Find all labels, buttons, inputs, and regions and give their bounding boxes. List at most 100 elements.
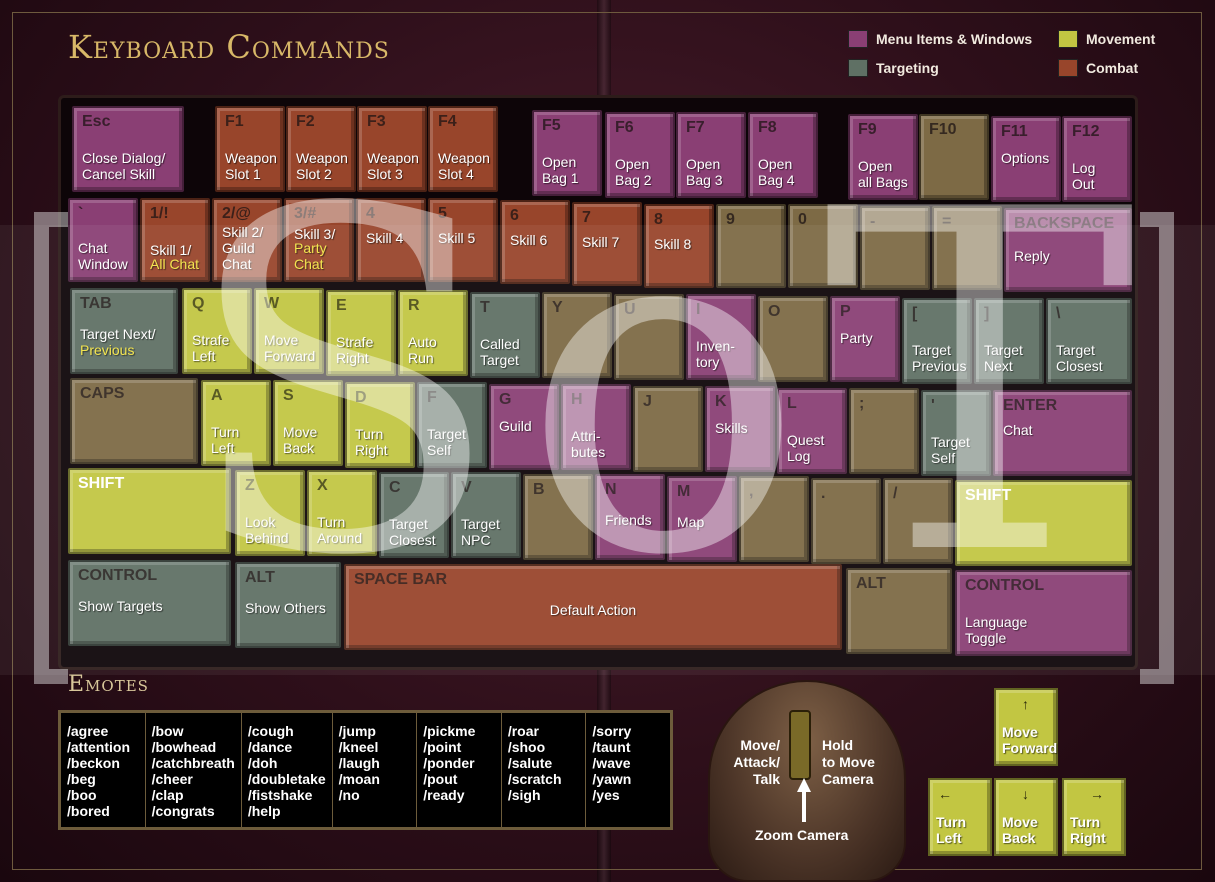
key-e: E Strafe Right	[326, 290, 396, 376]
key-right-alt: ALT	[846, 568, 952, 654]
key-legend: F3	[367, 113, 386, 130]
legend-combat: Combat	[1058, 59, 1138, 77]
mouse-wheel-label: Zoom Camera	[755, 827, 849, 843]
emote-column: /agree /attention /beckon /beg /boo /bor…	[61, 713, 146, 827]
key-label: Close Dialog/ Cancel Skill	[82, 150, 166, 182]
legend-swatch	[1058, 30, 1078, 48]
emote-item: /bored	[67, 803, 110, 819]
legend-swatch	[848, 59, 868, 77]
key-legend: R	[408, 297, 420, 314]
emotes-table: /agree /attention /beckon /beg /boo /bor…	[58, 710, 673, 830]
key-period: .	[811, 478, 881, 564]
key-label: Target Closest	[389, 516, 436, 548]
key-legend: ]	[984, 305, 990, 322]
emote-item: /beckon	[67, 755, 120, 771]
key-legend: B	[533, 481, 545, 498]
color-legend: Menu Items & Windows Movement Targeting …	[846, 30, 1186, 90]
key-0: 0	[788, 204, 858, 288]
key-legend: 3/#	[294, 205, 317, 222]
key-label: Open Bag 3	[686, 156, 723, 188]
key-f7: F7 Open Bag 3	[676, 112, 746, 198]
key-k: K Skills	[705, 386, 775, 472]
emote-column: /sorry /taunt /wave /yawn /yes	[586, 713, 670, 827]
emote-item: /fistshake	[247, 787, 313, 803]
key-legend: 6	[510, 207, 519, 224]
arrow-key-label: Turn Right	[1070, 814, 1106, 846]
key-label: Skill 5	[438, 230, 476, 246]
key-quote: ' Target Self	[921, 390, 991, 476]
key-j: J	[633, 386, 703, 472]
key-m: M Map	[667, 476, 737, 562]
arrow-up-icon: ↑	[1022, 696, 1029, 712]
emote-item: /ready	[423, 787, 465, 803]
key-label: Skill 1/	[150, 242, 204, 258]
emote-item: /point	[423, 739, 462, 755]
key-label: Open Bag 2	[615, 156, 652, 188]
key-9: 9	[716, 204, 786, 288]
arrow-key-label: Move Forward	[1002, 724, 1058, 756]
key-c: C Target Closest	[379, 472, 449, 558]
key-label: Options	[1001, 150, 1050, 166]
key-legend: ALT	[245, 569, 275, 586]
key-legend: J	[643, 393, 652, 410]
key-legend: D	[355, 389, 367, 406]
legend-label: Combat	[1086, 60, 1139, 76]
key-7: 7 Skill 7	[572, 202, 642, 286]
emote-item: /kneel	[338, 739, 379, 755]
key-legend: '	[931, 397, 935, 414]
arrow-key-down: ↓ Move Back	[994, 778, 1058, 856]
emote-item: /agree	[67, 723, 109, 739]
key-legend: 1/!	[150, 205, 169, 222]
key-f3: F3 Weapon Slot 3	[357, 106, 427, 192]
legend-swatch	[848, 30, 868, 48]
emote-item: /scratch	[507, 771, 562, 787]
key-f1: F1 Weapon Slot 1	[215, 106, 285, 192]
key-backslash: \ Target Closest	[1046, 298, 1132, 384]
emote-item: /bowhead	[151, 739, 217, 755]
key-label: Move Back	[283, 424, 318, 456]
key-legend: ;	[859, 395, 865, 412]
key-legend: ENTER	[1003, 397, 1058, 414]
key-label: Skill 4	[366, 230, 404, 246]
emote-item: /pout	[423, 771, 458, 787]
legend-swatch	[1058, 59, 1078, 77]
key-legend: E	[336, 297, 347, 314]
key-u: U	[614, 294, 684, 380]
key-label: Default Action	[549, 602, 637, 618]
key-backspace: BACKSPACE Reply	[1004, 208, 1132, 292]
emote-item: /salute	[507, 755, 553, 771]
key-label: Reply	[1014, 248, 1050, 264]
key-legend: Q	[192, 295, 205, 312]
key-legend: F10	[929, 121, 957, 138]
key-f5: F5 Open Bag 1	[532, 110, 602, 196]
key-enter: ENTER Chat	[993, 390, 1132, 476]
emote-item: /roar	[507, 723, 539, 739]
key-label: Weapon Slot 3	[367, 150, 419, 182]
key-label-alt: Previous	[80, 342, 135, 358]
key-s: S Move Back	[273, 380, 343, 466]
key-label: Look Behind	[245, 514, 289, 546]
key-legend: 4	[366, 205, 375, 222]
key-legend: \	[1056, 305, 1061, 322]
key-right-shift: SHIFT	[955, 480, 1132, 566]
emote-item: /wave	[592, 755, 631, 771]
legend-label: Menu Items & Windows	[876, 31, 1033, 47]
key-2: 2/@ Skill 2/ Guild Chat	[212, 198, 282, 282]
key-legend: L	[787, 395, 797, 412]
emotes-title: Emotes	[68, 672, 149, 697]
key-comma: ,	[739, 476, 809, 562]
key-f6: F6 Open Bag 2	[605, 112, 675, 198]
arrow-key-right: → Turn Right	[1062, 778, 1126, 856]
key-legend: F6	[615, 119, 634, 136]
legend-label: Movement	[1086, 31, 1156, 47]
key-label: Called Target	[480, 336, 520, 368]
key-legend: 5	[438, 205, 447, 222]
key-label: Attri- butes	[571, 428, 606, 460]
key-tilde: ` Chat Window	[68, 198, 138, 282]
emote-item: /ponder	[423, 755, 475, 771]
key-legend: -	[870, 213, 876, 230]
arrow-up-icon	[797, 778, 811, 792]
key-f: F Target Self	[417, 382, 487, 468]
key-label: Map	[677, 514, 705, 530]
key-label: Quest Log	[787, 432, 825, 464]
